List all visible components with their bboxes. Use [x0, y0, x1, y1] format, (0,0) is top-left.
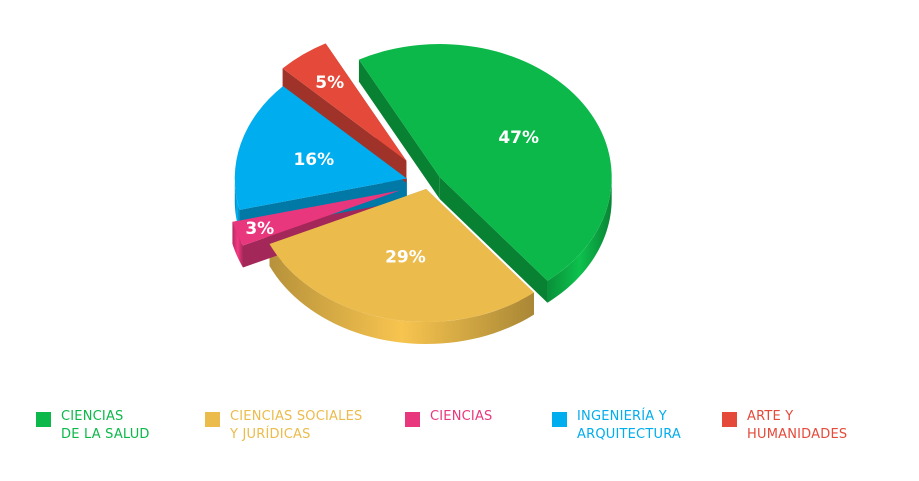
pie-slice [269, 189, 534, 323]
pie-slice-value-label: 16% [293, 150, 334, 170]
pie-top-faces [232, 43, 612, 323]
legend-swatch [205, 412, 220, 427]
legend-swatch [722, 412, 737, 427]
legend-entry: CIENCIAS DE LA SALUD [36, 408, 150, 444]
pie-slice [232, 190, 400, 246]
pie-slice-value-label: 47% [498, 128, 539, 148]
pie-slice [234, 86, 407, 210]
pie-slice-rim-wall [269, 243, 534, 345]
pie-slice-value-label: 5% [315, 73, 344, 93]
pie-slice-radial-wall [439, 177, 548, 303]
pie-slice-value-label: 3% [245, 219, 274, 239]
chart-legend: CIENCIAS DE LA SALUD CIENCIAS SOCIALES Y … [0, 408, 919, 468]
legend-swatch [552, 412, 567, 427]
pie-plot-area: 47% 29% 3% 16% 5% [232, 43, 612, 345]
pie-slice-rim-wall [547, 178, 612, 303]
pie-value-labels: 47% 29% 3% 16% 5% [245, 73, 539, 267]
pie-slice [358, 44, 612, 281]
pie-slice-rim-wall [232, 221, 243, 268]
pie-slice-value-label: 29% [385, 247, 426, 267]
legend-swatch [36, 412, 51, 427]
legend-entry: CIENCIAS [405, 408, 493, 427]
legend-entry: CIENCIAS SOCIALES Y JURÍDICAS [205, 408, 362, 444]
legend-entry: INGENIERÍA Y ARQUITECTURA [552, 408, 681, 444]
pie-slice-rim-wall [234, 175, 240, 232]
pie-slice-radial-wall [282, 68, 407, 183]
legend-entry: ARTE Y HUMANIDADES [722, 408, 847, 444]
pie-slice-radial-wall [358, 59, 440, 200]
legend-label: INGENIERÍA Y ARQUITECTURA [577, 409, 681, 442]
legend-label: CIENCIAS SOCIALES Y JURÍDICAS [230, 409, 363, 442]
legend-label: ARTE Y HUMANIDADES [747, 409, 848, 442]
legend-label: CIENCIAS DE LA SALUD [61, 409, 150, 442]
legend-label: CIENCIAS [430, 409, 493, 424]
pie-slice [282, 43, 407, 161]
legend-swatch [405, 412, 420, 427]
